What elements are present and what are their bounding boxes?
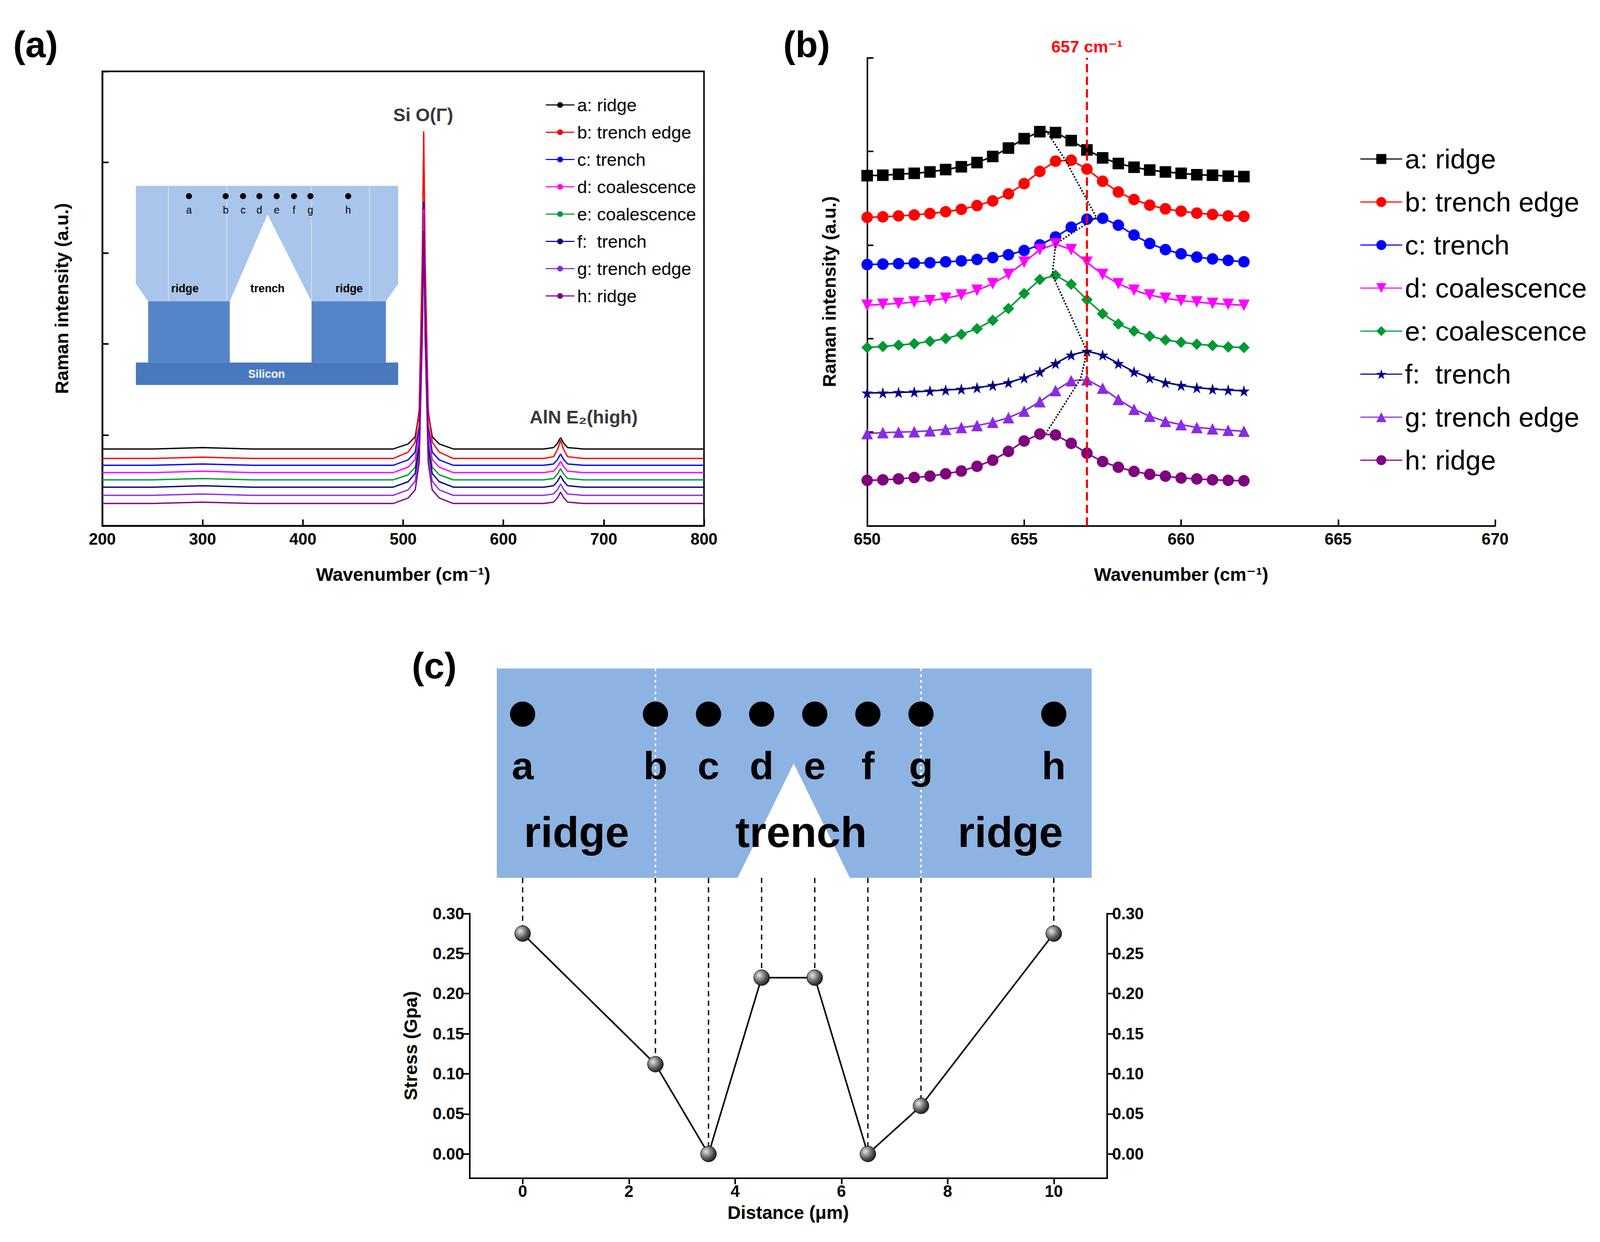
svg-text:g: g <box>307 204 314 216</box>
svg-text:600: 600 <box>489 529 518 549</box>
svg-text:657 cm⁻¹: 657 cm⁻¹ <box>1051 37 1123 57</box>
svg-text:b: b <box>222 204 229 216</box>
svg-text:c: trench: c: trench <box>577 149 646 170</box>
svg-text:f: trench: f: trench <box>577 231 647 252</box>
svg-text:Si O(Γ): Si O(Γ) <box>393 104 454 125</box>
svg-text:800: 800 <box>690 529 718 549</box>
svg-text:a: a <box>511 743 535 788</box>
svg-text:0.00: 0.00 <box>1112 1144 1144 1164</box>
svg-text:0: 0 <box>518 1181 528 1201</box>
svg-text:400: 400 <box>289 529 317 549</box>
svg-text:0.05: 0.05 <box>1112 1104 1144 1123</box>
svg-text:e: e <box>273 204 280 216</box>
svg-text:0.20: 0.20 <box>1112 984 1144 1003</box>
svg-text:700: 700 <box>590 529 618 549</box>
svg-text:e: e <box>803 743 826 788</box>
svg-text:d: coalescence: d: coalescence <box>577 176 697 197</box>
svg-text:e: coalescence: e: coalescence <box>577 204 697 224</box>
svg-text:2: 2 <box>624 1181 634 1201</box>
svg-text:h: ridge: h: ridge <box>1404 444 1496 476</box>
svg-text:650: 650 <box>853 529 881 549</box>
svg-text:h: ridge: h: ridge <box>577 285 637 306</box>
svg-text:c: c <box>697 743 720 788</box>
svg-text:4: 4 <box>730 1181 741 1201</box>
svg-text:(b): (b) <box>783 24 830 66</box>
svg-text:665: 665 <box>1324 529 1352 549</box>
svg-text:Wavenumber (cm⁻¹): Wavenumber (cm⁻¹) <box>315 563 490 585</box>
svg-text:h: h <box>1041 743 1066 788</box>
svg-text:c: trench: c: trench <box>1404 229 1510 261</box>
svg-text:0.30: 0.30 <box>432 904 465 923</box>
svg-text:b: trench edge: b: trench edge <box>1404 186 1580 218</box>
svg-text:c: c <box>240 204 246 216</box>
svg-text:Stress (Gpa): Stress (Gpa) <box>400 990 421 1101</box>
svg-text:0.25: 0.25 <box>1112 944 1144 963</box>
svg-text:e: coalescence: e: coalescence <box>1404 315 1587 347</box>
svg-text:0.10: 0.10 <box>1112 1064 1144 1083</box>
svg-text:a: ridge: a: ridge <box>577 94 637 115</box>
svg-text:ridge: ridge <box>957 807 1063 856</box>
svg-text:h: h <box>345 204 351 216</box>
svg-text:0.25: 0.25 <box>432 944 465 963</box>
svg-text:Raman intensity (a.u.): Raman intensity (a.u.) <box>818 196 840 388</box>
svg-text:500: 500 <box>389 529 418 549</box>
svg-text:b: b <box>643 743 668 788</box>
svg-text:AlN E₂(high): AlN E₂(high) <box>529 406 638 428</box>
svg-text:a: ridge: a: ridge <box>1404 143 1496 175</box>
svg-text:0.10: 0.10 <box>432 1064 465 1083</box>
svg-text:g: trench edge: g: trench edge <box>577 258 691 279</box>
svg-text:f: f <box>861 743 876 788</box>
svg-text:300: 300 <box>188 529 217 549</box>
svg-text:ridge: ridge <box>335 282 363 295</box>
svg-text:8: 8 <box>943 1181 953 1201</box>
svg-text:6: 6 <box>836 1181 846 1201</box>
svg-text:10: 10 <box>1044 1181 1063 1201</box>
svg-text:0.15: 0.15 <box>1112 1024 1144 1043</box>
svg-text:d: d <box>749 743 774 788</box>
svg-text:0.15: 0.15 <box>432 1024 465 1043</box>
svg-text:trench: trench <box>735 807 868 856</box>
svg-text:200: 200 <box>88 529 116 549</box>
svg-text:670: 670 <box>1481 529 1509 549</box>
svg-text:(c): (c) <box>411 645 457 687</box>
svg-text:Distance (μm): Distance (μm) <box>727 1201 849 1223</box>
svg-text:0.20: 0.20 <box>432 984 465 1003</box>
svg-text:Wavenumber (cm⁻¹): Wavenumber (cm⁻¹) <box>1093 563 1268 585</box>
svg-text:ridge: ridge <box>171 282 199 295</box>
svg-text:g: trench edge: g: trench edge <box>1404 401 1580 433</box>
svg-text:(a): (a) <box>13 24 59 66</box>
svg-text:a: a <box>186 204 192 216</box>
svg-text:Silicon: Silicon <box>248 367 285 381</box>
svg-text:f: trench: f: trench <box>1404 358 1511 390</box>
svg-text:b: trench edge: b: trench edge <box>577 122 691 143</box>
svg-text:trench: trench <box>250 282 285 295</box>
svg-text:660: 660 <box>1167 529 1196 549</box>
svg-text:0.05: 0.05 <box>432 1104 465 1123</box>
svg-text:655: 655 <box>1010 529 1038 549</box>
svg-text:d: coalescence: d: coalescence <box>1404 272 1587 304</box>
svg-text:ridge: ridge <box>524 807 629 856</box>
svg-text:0.30: 0.30 <box>1112 904 1144 923</box>
svg-text:d: d <box>256 204 263 216</box>
svg-text:g: g <box>909 743 934 788</box>
svg-text:f: f <box>292 204 296 216</box>
svg-text:0.00: 0.00 <box>432 1144 465 1164</box>
svg-text:Raman intensity (a.u.): Raman intensity (a.u.) <box>51 203 72 394</box>
